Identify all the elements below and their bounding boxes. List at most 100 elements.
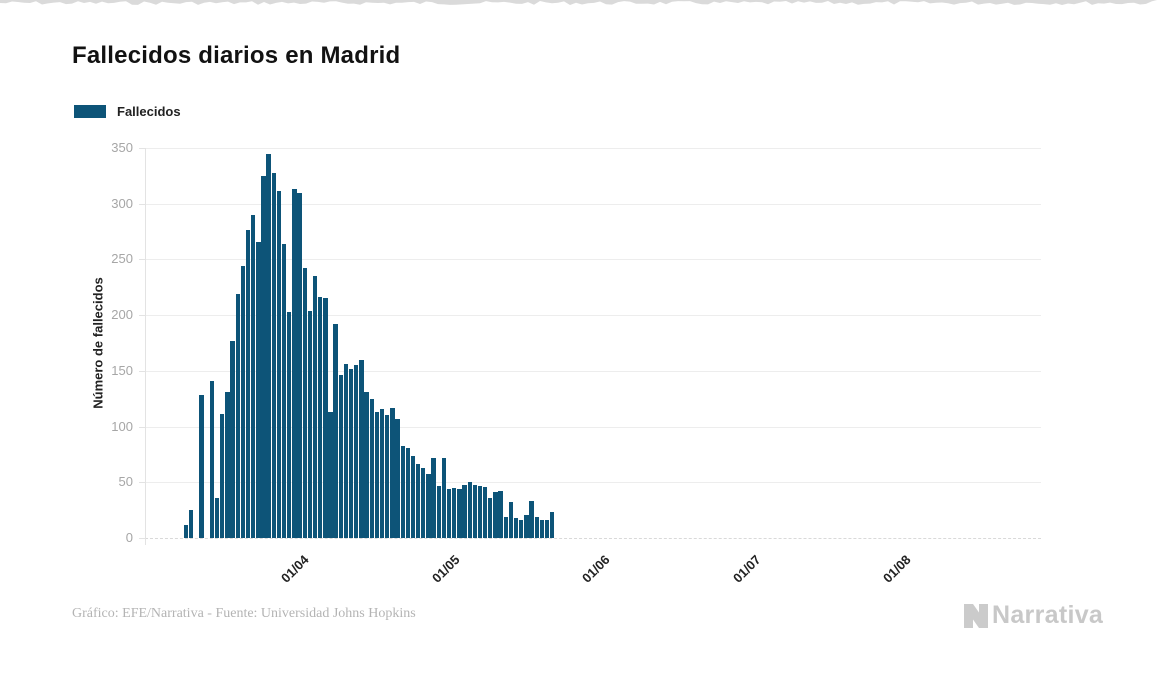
y-tick-mark [139,315,145,317]
y-tick-mark [139,259,145,261]
bar [410,455,416,538]
y-tick-mark [139,538,145,539]
torn-paper-edge [0,0,1157,5]
bar [395,418,400,538]
legend-swatch-icon [74,105,106,118]
bar [462,484,467,538]
gridline-y-200 [145,315,1041,317]
bar [276,191,282,538]
y-axis-line [145,148,146,545]
bar [508,502,514,538]
bar [431,457,436,538]
bar [251,214,256,538]
bar [256,241,261,538]
y-tick-label-200: 200 [111,307,133,323]
bar [189,510,194,538]
bar [328,412,333,538]
bar [230,340,235,538]
x-tick-label-01-04: 01/04 [277,552,312,586]
gridline-y-100 [145,426,1041,428]
x-tick-label-01-05: 01/05 [428,552,463,586]
bar [323,298,328,538]
bar [271,172,276,538]
bar [415,464,421,538]
bar [452,487,457,538]
bar [519,520,524,538]
bar [513,517,519,538]
y-tick-label-150: 150 [111,362,133,378]
bar [379,408,385,538]
bar [421,467,426,538]
bar [209,380,215,538]
bar [482,486,488,538]
page-title: Fallecidos diarios en Madrid [72,42,401,69]
y-tick-label-350: 350 [111,140,133,155]
bar [477,485,483,538]
bar [287,311,292,538]
y-tick-mark [139,426,145,428]
x-tick-label-01-08: 01/08 [879,552,914,586]
bar [524,514,529,538]
gridline-y-250 [145,259,1041,261]
bar [457,488,462,538]
bar [539,520,545,538]
y-tick-mark [139,482,145,484]
y-tick-label-300: 300 [111,195,133,211]
x-tick-label-01-06: 01/06 [578,552,613,586]
bar [318,297,323,538]
bar [436,485,441,538]
bar [405,447,410,538]
bar [544,520,550,538]
bar [343,364,349,538]
bar [441,457,447,538]
bar [390,407,395,538]
bar [488,497,493,538]
narrativa-logo: Narrativa [963,601,1103,630]
gridline-y-300 [145,203,1041,205]
bar [266,153,271,538]
bar [359,359,364,538]
bar [354,365,359,538]
bar [446,488,452,538]
bar [235,293,240,538]
bar [550,512,555,538]
n-chevron-icon [964,603,988,628]
bar [333,324,338,538]
bar [385,415,390,538]
bar [302,268,307,538]
bar [534,516,539,538]
bar [307,310,313,538]
y-tick-label-0: 0 [125,530,133,545]
bar [400,445,405,538]
bar [467,482,472,538]
bar [245,230,251,538]
bar [348,368,354,538]
bar [281,243,287,538]
bar [225,392,230,538]
gridline-y-0 [145,538,1041,540]
bar [369,398,374,538]
bar [312,276,318,538]
gridline-y-50 [145,482,1041,484]
bar [493,492,498,538]
bar [364,392,369,538]
bar [184,524,189,538]
bar [199,395,204,538]
bar [498,491,503,538]
bar [220,414,225,538]
bar [503,516,508,538]
y-tick-label-50: 50 [118,474,133,490]
bar [297,192,302,538]
bar [472,484,478,538]
bar [529,501,534,538]
bar [374,412,380,538]
logo-text: Narrativa [992,601,1104,629]
bar [261,175,266,538]
legend-label: Fallecidos [117,104,181,119]
y-tick-label-100: 100 [111,418,133,434]
bar [426,474,431,538]
bar [338,375,343,538]
source-credit: Gráfico: EFE/Narrativa - Fuente: Univers… [72,606,416,621]
y-tick-label-250: 250 [111,251,133,267]
